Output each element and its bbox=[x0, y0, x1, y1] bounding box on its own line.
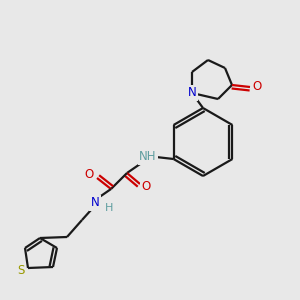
Text: O: O bbox=[84, 169, 94, 182]
Text: S: S bbox=[17, 265, 25, 278]
Text: O: O bbox=[141, 181, 151, 194]
Text: N: N bbox=[91, 196, 99, 209]
Text: NH: NH bbox=[139, 151, 157, 164]
Text: H: H bbox=[105, 203, 113, 213]
Text: O: O bbox=[252, 80, 262, 94]
Text: N: N bbox=[188, 86, 196, 100]
